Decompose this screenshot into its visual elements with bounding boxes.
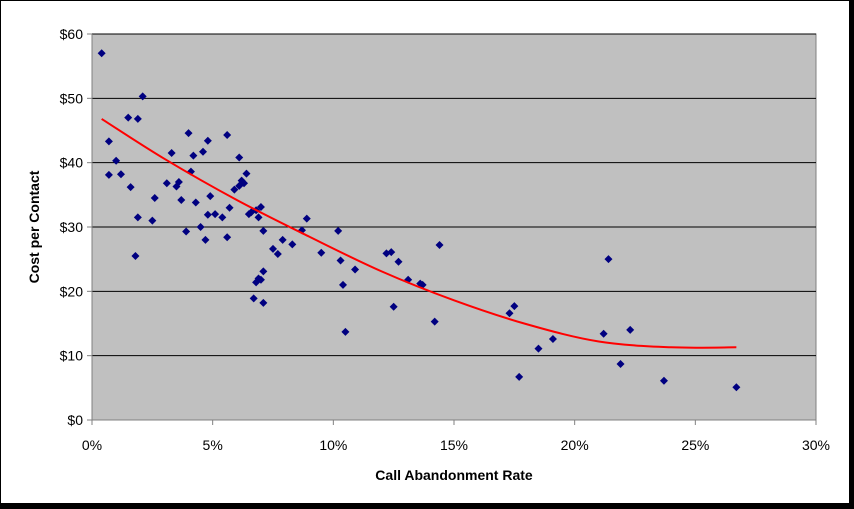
y-tick-labels: $0 $10 $20 $30 $40 $50 $60	[60, 26, 92, 428]
data-point	[104, 137, 113, 146]
x-tick-label: 10%	[319, 437, 347, 453]
data-point	[389, 302, 398, 311]
x-tick-labels: 0% 5% 10% 15% 20% 25% 30%	[82, 420, 830, 453]
y-tick-label: $40	[60, 155, 84, 171]
x-tick-label: 25%	[681, 437, 709, 453]
data-point	[269, 244, 277, 253]
data-point	[177, 195, 186, 204]
y-tick-label: $10	[60, 348, 84, 364]
data-point	[124, 113, 133, 122]
data-point	[515, 372, 524, 381]
data-point	[626, 325, 635, 334]
y-tick-label: $60	[60, 26, 84, 42]
data-point	[162, 179, 171, 188]
data-point	[288, 240, 297, 249]
data-point	[351, 265, 360, 274]
data-point	[206, 192, 215, 201]
data-point	[230, 185, 239, 194]
data-point	[201, 235, 210, 244]
data-point	[182, 227, 191, 236]
data-point	[505, 309, 514, 318]
data-point	[435, 241, 444, 250]
data-point	[256, 203, 265, 212]
data-point	[148, 216, 157, 225]
data-point	[336, 256, 345, 265]
data-point	[203, 210, 212, 219]
x-tick-label: 0%	[82, 437, 102, 453]
data-point	[191, 198, 200, 207]
scatter-chart: 0% 5% 10% 15% 20% 25% 30% $0 $10 $20 $30 $40 $50 $60…	[26, 26, 830, 483]
data-point	[223, 233, 232, 242]
x-axis-title: Call Abandonment Rate	[375, 467, 533, 483]
data-point	[203, 136, 212, 145]
data-point	[184, 129, 193, 138]
data-point	[104, 170, 113, 179]
data-point	[302, 214, 311, 223]
y-tick-label: $20	[60, 283, 84, 299]
data-point	[218, 213, 227, 222]
data-point	[317, 248, 326, 257]
data-point	[273, 250, 282, 259]
data-point	[259, 267, 268, 276]
y-axis-title: Cost per Contact	[26, 170, 42, 283]
data-point	[211, 210, 220, 219]
data-point	[133, 114, 142, 123]
data-point	[259, 298, 268, 307]
data-point	[338, 280, 347, 289]
data-point	[604, 255, 613, 264]
data-point	[394, 257, 403, 266]
data-point	[150, 194, 159, 203]
x-tick-label: 15%	[440, 437, 468, 453]
data-point	[116, 170, 125, 179]
data-point	[174, 177, 183, 186]
data-points	[97, 49, 741, 392]
y-tick-label: $30	[60, 219, 84, 235]
data-point	[97, 49, 106, 58]
data-point	[548, 334, 557, 343]
data-point	[199, 147, 208, 156]
data-point	[131, 251, 140, 260]
data-point	[249, 294, 258, 303]
data-point	[341, 327, 350, 336]
data-point	[133, 213, 142, 222]
data-point	[732, 383, 741, 392]
data-point	[235, 153, 244, 162]
data-point	[387, 248, 396, 257]
data-point	[196, 223, 205, 231]
data-point	[278, 235, 287, 244]
data-point	[225, 203, 234, 212]
data-point	[242, 169, 251, 178]
trendline	[101, 118, 737, 349]
x-tick-label: 5%	[203, 437, 223, 453]
data-point	[334, 226, 343, 235]
data-point	[616, 360, 625, 369]
data-point	[240, 179, 249, 188]
x-tick-label: 30%	[802, 437, 830, 453]
data-point	[659, 376, 668, 385]
data-point	[189, 151, 198, 160]
x-tick-label: 20%	[561, 437, 589, 453]
y-tick-label: $50	[60, 90, 84, 106]
data-point	[259, 226, 268, 235]
data-point	[599, 329, 608, 338]
data-point	[112, 156, 121, 165]
data-point	[167, 149, 176, 158]
gridlines	[92, 33, 816, 357]
data-point	[256, 275, 265, 284]
y-tick-label: $0	[67, 412, 83, 428]
data-point	[138, 92, 147, 101]
data-point	[223, 131, 232, 140]
data-point	[430, 317, 439, 326]
data-point	[534, 344, 543, 353]
